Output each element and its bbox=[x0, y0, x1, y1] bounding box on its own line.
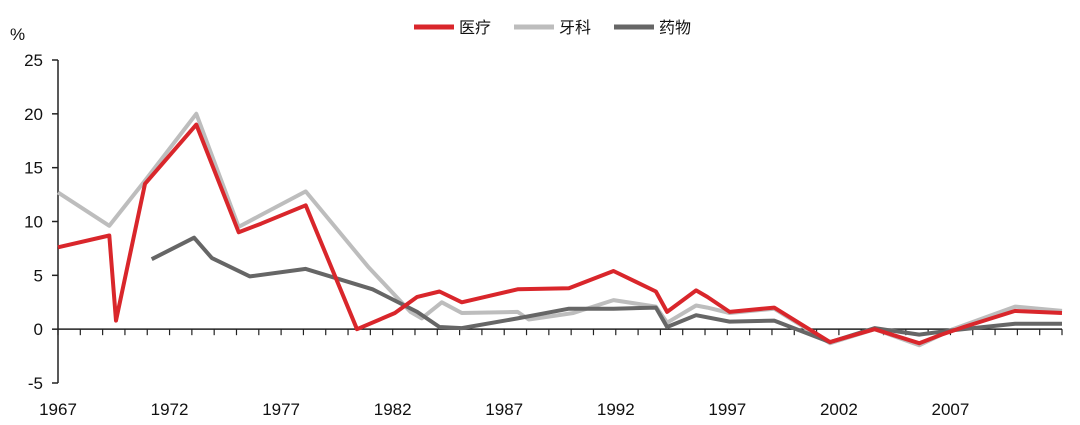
x-tick-label: 1977 bbox=[262, 400, 300, 419]
y-tick-label: 10 bbox=[24, 213, 43, 232]
legend-label: 牙科 bbox=[559, 18, 591, 37]
series-line-1 bbox=[57, 122, 1063, 346]
x-tick-label: 1972 bbox=[151, 400, 189, 419]
chart-plot-area bbox=[56, 111, 1063, 348]
y-axis-unit-label: % bbox=[10, 25, 25, 44]
legend-item: 医疗 bbox=[414, 18, 491, 37]
x-tick-label: 1987 bbox=[485, 400, 523, 419]
chart-axes: 25 20 15 10 5 0 -5 1967 1972 1977 1982 1987 1992 1997… bbox=[24, 51, 1063, 419]
y-tick-label: 15 bbox=[24, 159, 43, 178]
legend-item: 药物 bbox=[614, 18, 691, 37]
legend-label: 药物 bbox=[659, 18, 691, 37]
x-tick-label: 2002 bbox=[820, 400, 858, 419]
series-line-3 bbox=[150, 235, 1062, 345]
y-tick-label: 25 bbox=[24, 51, 43, 70]
legend-label: 医疗 bbox=[459, 18, 491, 37]
x-tick-label: 2007 bbox=[932, 400, 970, 419]
chart-legend: 医疗 牙科 药物 bbox=[414, 18, 691, 37]
y-tick-label: 20 bbox=[24, 105, 43, 124]
x-tick-label: 1982 bbox=[374, 400, 412, 419]
x-tick-label: 1967 bbox=[39, 400, 77, 419]
legend-item: 牙科 bbox=[514, 18, 591, 37]
x-tick-label: 1997 bbox=[708, 400, 746, 419]
x-tick-label: 1992 bbox=[597, 400, 635, 419]
y-tick-label: 0 bbox=[34, 320, 43, 339]
y-tick-label: -5 bbox=[28, 374, 43, 393]
y-tick-label: 5 bbox=[34, 266, 43, 285]
